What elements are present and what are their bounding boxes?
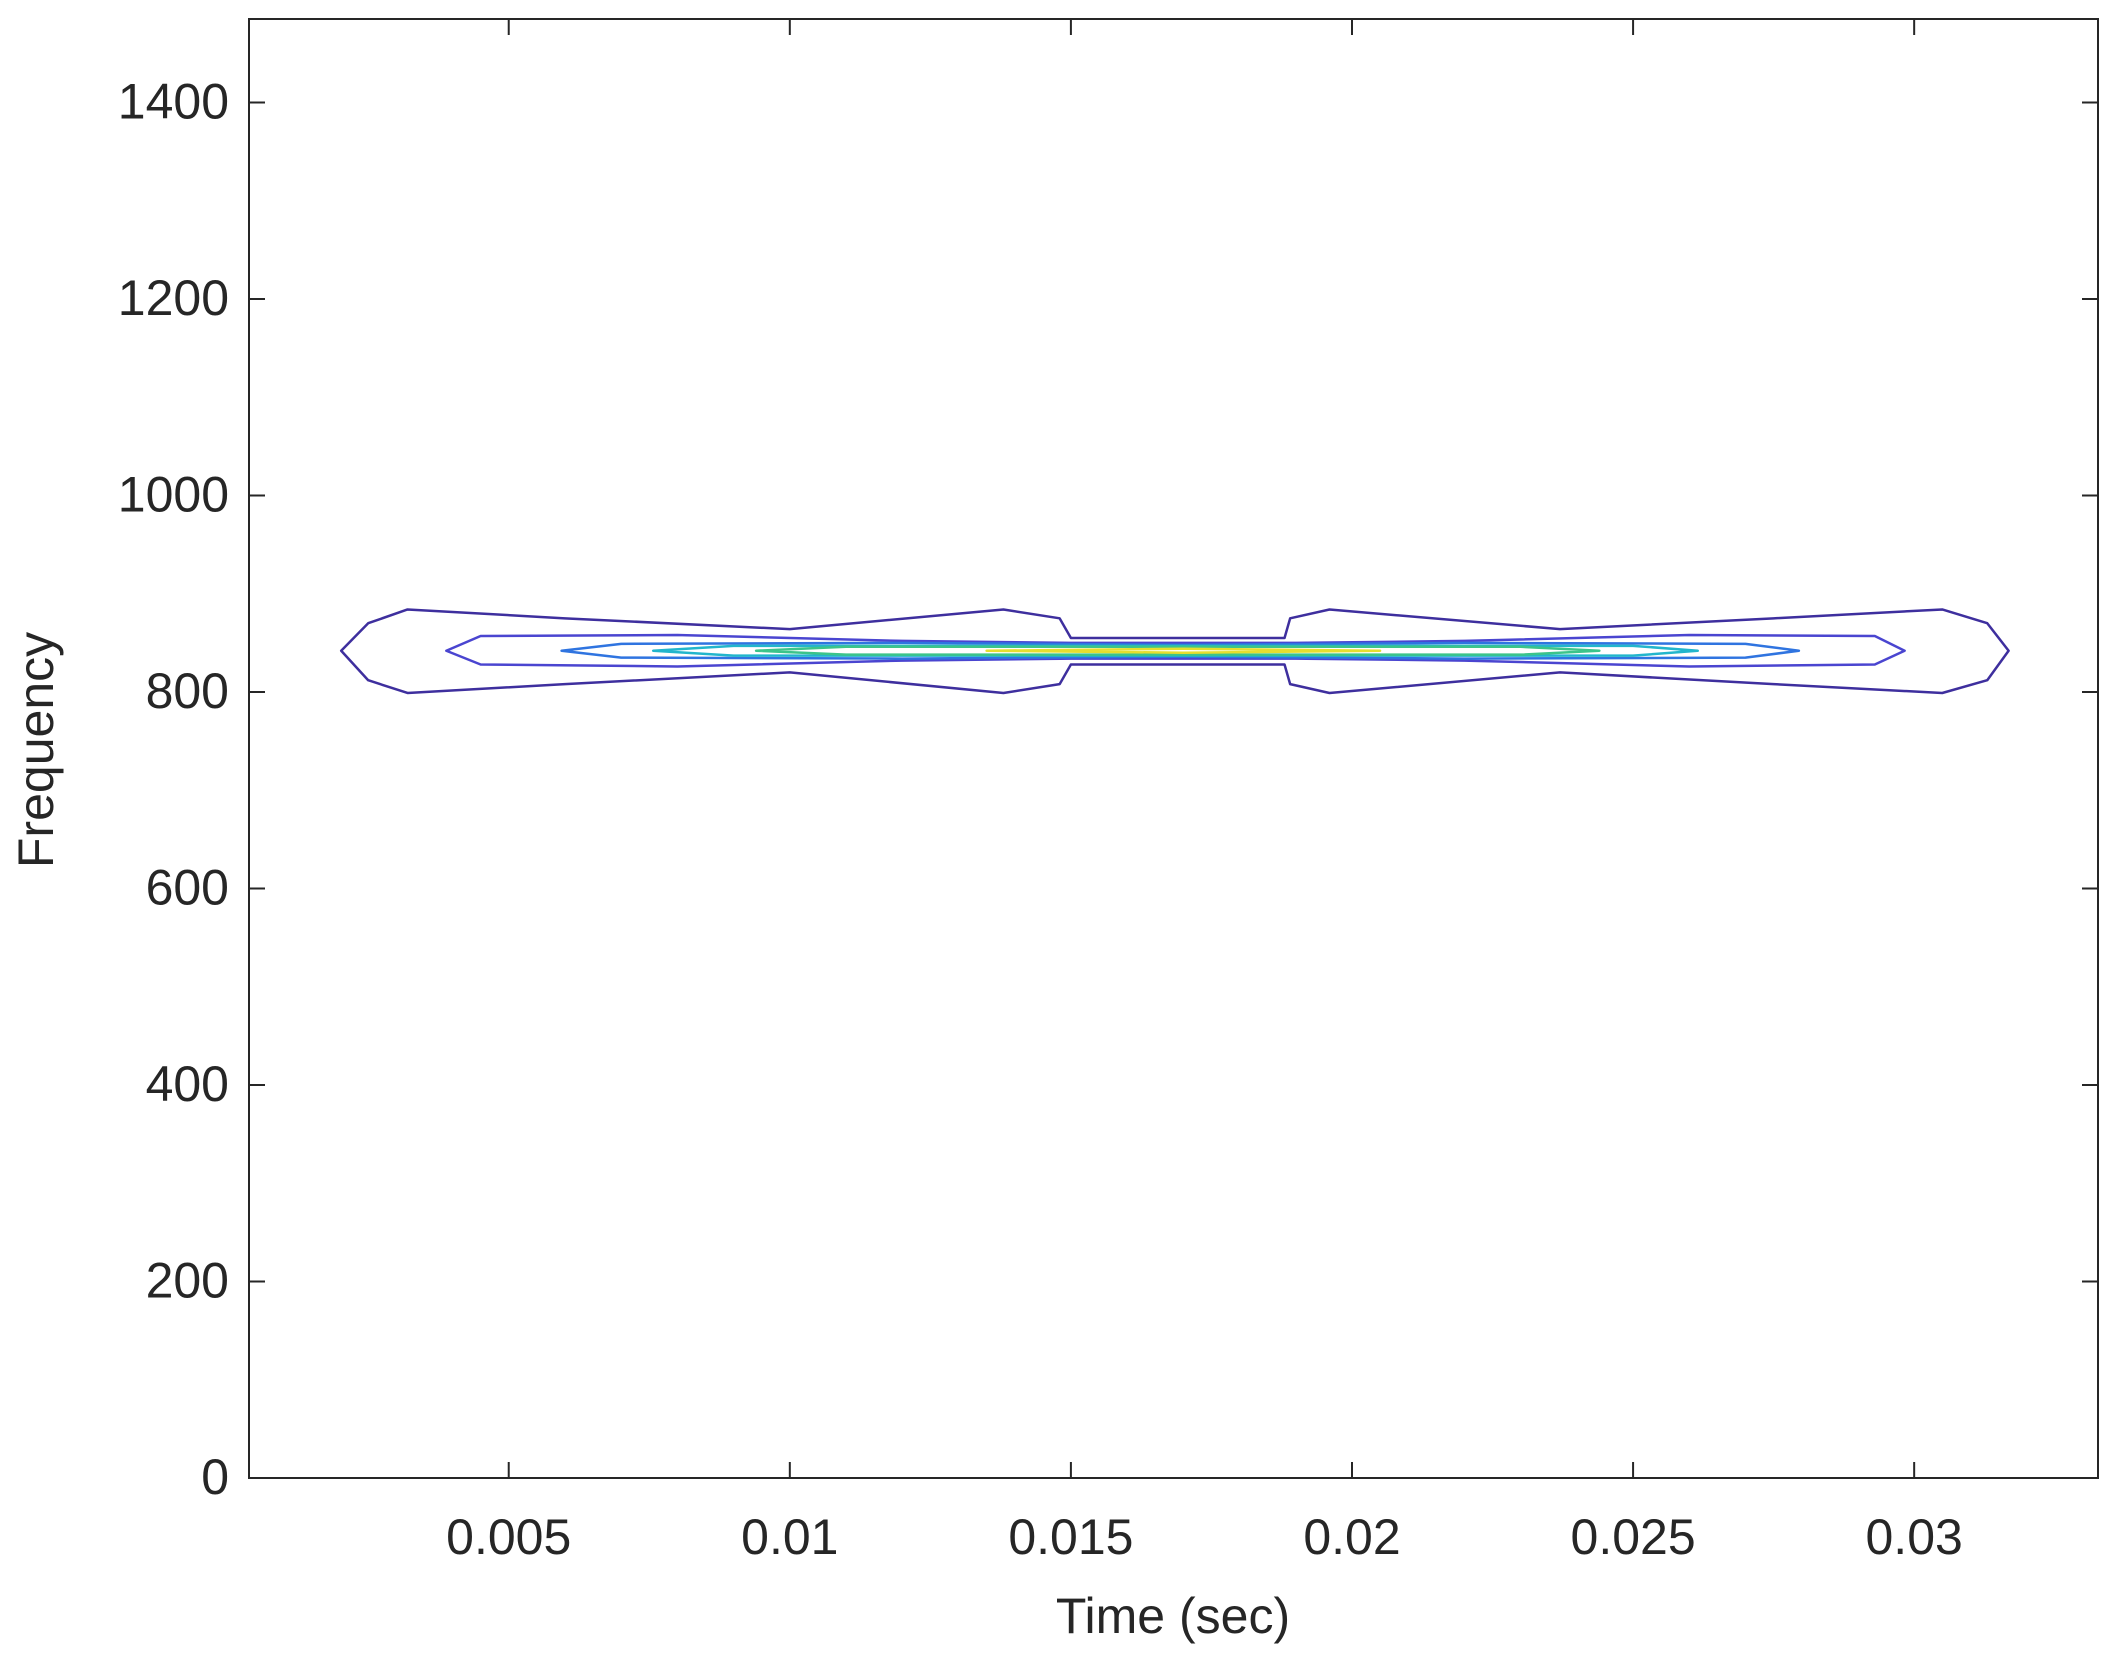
contour-line (445, 633, 1906, 668)
contour-line (985, 647, 1382, 654)
x-tick-label: 0.02 (1303, 1509, 1400, 1565)
x-tick-label: 0.015 (1008, 1509, 1133, 1565)
x-axis-label: Time (sec) (1056, 1588, 1290, 1644)
y-tick-label: 1000 (118, 467, 229, 523)
x-tick-label: 0.025 (1571, 1509, 1696, 1565)
y-tick-label: 0 (201, 1449, 229, 1505)
contour-line (339, 608, 2010, 695)
x-tick-label: 0.03 (1866, 1509, 1963, 1565)
contour-line (754, 645, 1601, 656)
y-tick-label: 600 (146, 860, 229, 916)
y-tick-label: 200 (146, 1253, 229, 1309)
y-tick-label: 1400 (118, 74, 229, 130)
y-tick-label: 1200 (118, 270, 229, 326)
contour-line (560, 641, 1801, 660)
y-tick-label: 800 (146, 663, 229, 719)
axes-box (248, 18, 2099, 1479)
y-tick-label: 400 (146, 1056, 229, 1112)
x-tick-label: 0.01 (741, 1509, 838, 1565)
x-tick-label: 0.005 (446, 1509, 571, 1565)
y-axis-label: Frequency (8, 632, 64, 868)
